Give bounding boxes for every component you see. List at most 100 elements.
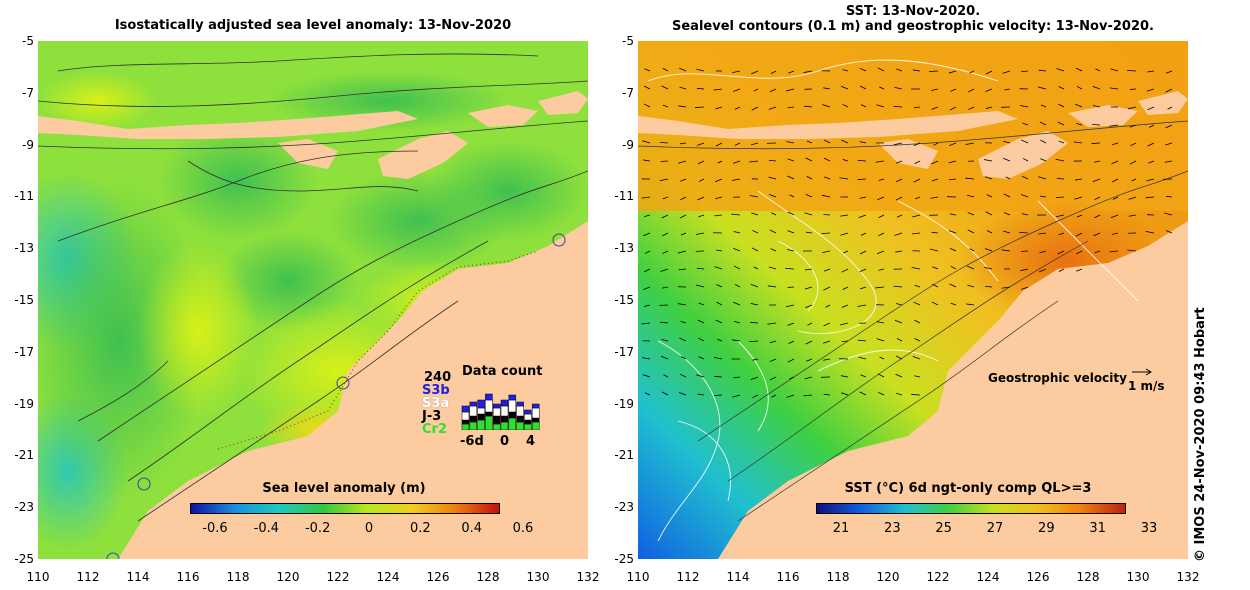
velocity-arrow xyxy=(823,157,831,162)
velocity-arrow xyxy=(1109,250,1119,253)
velocity-arrow xyxy=(716,284,723,288)
velocity-arrow xyxy=(1130,142,1137,147)
data-count-bar xyxy=(516,421,524,430)
right-map-title-line1: SST: 13-Nov-2020. xyxy=(845,4,981,19)
velocity-arrow xyxy=(1076,86,1083,90)
velocity-arrow xyxy=(714,214,723,217)
data-count-bar xyxy=(524,409,532,415)
velocity-arrow xyxy=(805,157,813,162)
velocity-arrow xyxy=(751,142,759,146)
velocity-arrow xyxy=(933,142,939,146)
velocity-arrow xyxy=(822,250,831,254)
velocity-arrow xyxy=(1112,142,1119,146)
latitude-tick-label: -7 xyxy=(622,85,634,100)
tide-gauge-marker xyxy=(106,552,120,559)
velocity-arrow xyxy=(1092,86,1101,90)
velocity-arrow xyxy=(697,319,705,324)
tide-gauge-marker xyxy=(137,477,151,491)
sea-level-colorbar-label: Sea level anomaly (m) xyxy=(262,481,426,496)
velocity-arrow xyxy=(1149,124,1155,128)
velocity-arrow xyxy=(662,68,669,72)
data-count-title: Data count xyxy=(462,364,543,379)
velocity-arrow xyxy=(1147,70,1155,73)
velocity-arrow xyxy=(1164,160,1173,163)
velocity-arrow xyxy=(1038,176,1047,180)
colorbar-tick-label: 31 xyxy=(1089,521,1106,536)
velocity-arrow xyxy=(1095,68,1101,72)
velocity-arrow xyxy=(878,391,885,396)
velocity-arrow xyxy=(985,106,993,109)
data-count-x-tick: -6d xyxy=(460,434,484,449)
longitude-tick-label: 112 xyxy=(676,570,700,584)
velocity-arrow xyxy=(788,70,795,74)
velocity-arrow xyxy=(931,88,939,91)
velocity-arrow xyxy=(823,286,831,291)
velocity-arrow xyxy=(823,393,831,396)
velocity-arrow xyxy=(823,358,831,361)
velocity-arrow xyxy=(896,214,903,218)
velocity-arrow xyxy=(1109,87,1119,90)
velocity-arrow xyxy=(876,321,885,324)
colorbar-tick-label: 29 xyxy=(1038,521,1055,536)
imos-credit: © IMOS 24-Nov-2020 09:43 Hobart xyxy=(1193,307,1208,562)
data-count-bar xyxy=(469,405,478,417)
satellite-legend: S3b S3a J-3 Cr2 xyxy=(422,384,450,436)
data-count-bar xyxy=(485,411,493,417)
velocity-arrow xyxy=(768,266,777,270)
velocity-arrow xyxy=(751,247,759,252)
velocity-arrow xyxy=(679,142,687,145)
velocity-arrow xyxy=(840,375,849,378)
data-count-bar xyxy=(477,407,485,415)
colorbar-tick-label: 23 xyxy=(884,521,901,536)
velocity-arrow xyxy=(877,196,885,201)
velocity-arrow xyxy=(1021,139,1029,144)
velocity-arrow xyxy=(914,196,921,200)
velocity-arrow xyxy=(806,176,813,180)
velocity-arrow xyxy=(716,301,723,306)
velocity-arrow xyxy=(733,320,741,324)
velocity-arrow xyxy=(716,249,723,252)
velocity-arrow xyxy=(1040,158,1047,162)
velocity-arrow xyxy=(914,375,921,378)
velocity-arrow xyxy=(785,88,795,92)
velocity-arrow xyxy=(696,142,705,146)
velocity-arrow xyxy=(679,86,687,90)
data-count-bar xyxy=(469,421,478,430)
velocity-arrow xyxy=(1091,142,1101,145)
velocity-arrow xyxy=(1094,214,1101,219)
velocity-arrow xyxy=(948,178,957,181)
velocity-arrow xyxy=(662,250,669,254)
sea-level-colorbar-ticks: -0.6 -0.4 -0.2 0 0.2 0.4 0.6 xyxy=(190,521,533,536)
velocity-arrow xyxy=(661,286,669,289)
velocity-arrow xyxy=(967,284,975,288)
velocity-arrow xyxy=(751,70,759,75)
velocity-arrow xyxy=(859,250,867,255)
velocity-arrow xyxy=(984,176,993,180)
velocity-arrow xyxy=(1128,196,1137,200)
colorbar-tick-label: -0.2 xyxy=(304,521,331,536)
australia-landmass xyxy=(118,221,588,559)
velocity-arrow xyxy=(931,231,939,234)
velocity-arrow xyxy=(857,159,867,162)
velocity-arrow xyxy=(875,286,885,289)
velocity-arrow xyxy=(769,340,777,344)
velocity-arrow xyxy=(716,338,723,342)
velocity-arrow xyxy=(1093,232,1101,237)
velocity-arrow xyxy=(967,194,975,198)
velocity-arrow xyxy=(1076,122,1083,126)
latitude-tick-label: -19 xyxy=(14,396,34,411)
data-count-bar xyxy=(531,417,540,423)
data-count-bars xyxy=(461,393,540,430)
satellite-legend-item: J-3 xyxy=(422,409,442,424)
velocity-arrow xyxy=(697,196,705,201)
velocity-arrow xyxy=(858,356,867,360)
velocity-arrow xyxy=(1003,140,1011,144)
latitude-tick-label: -25 xyxy=(14,552,34,566)
velocity-arrow xyxy=(859,391,867,396)
sst-colorbar-gradient xyxy=(816,503,1126,514)
colorbar-tick-label: 0 xyxy=(364,521,374,536)
colorbar-tick-label: 0.6 xyxy=(512,521,534,536)
velocity-arrow xyxy=(1022,122,1029,126)
data-count-bar xyxy=(461,411,470,421)
velocity-arrow xyxy=(857,339,867,342)
